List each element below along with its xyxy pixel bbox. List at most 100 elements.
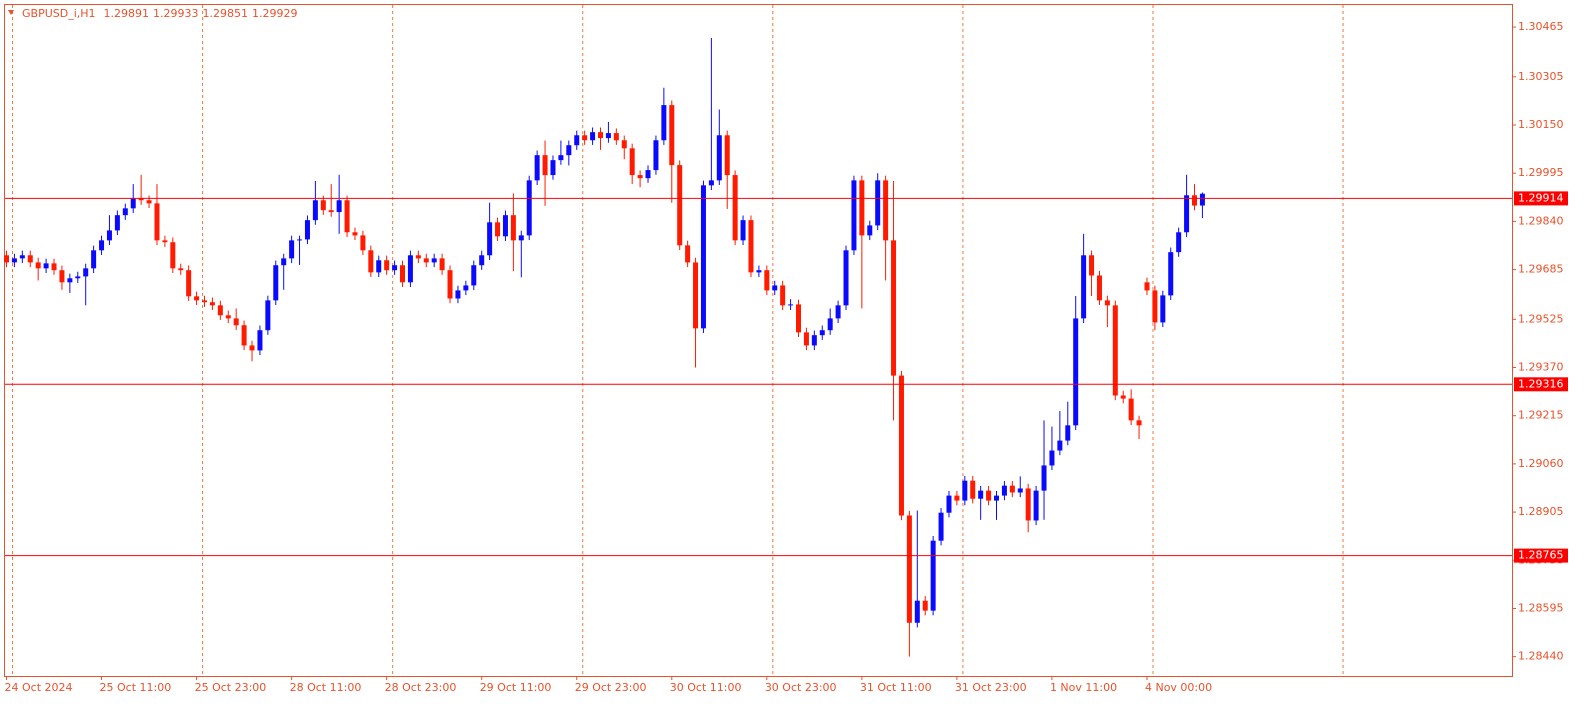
candle-body [891,240,897,376]
candle-body [202,300,207,303]
candle-body [637,175,643,179]
candle-body [764,270,770,291]
candle-body [598,132,603,139]
candle-body [1152,290,1158,323]
candle-body [883,180,889,241]
candle-body [1073,318,1079,426]
y-tick-label: 1.29370 [1518,361,1564,374]
candle-body [99,240,105,251]
time-axis: 24 Oct 2024 25 Oct 11:00 25 Oct 23:00 28 Oc… [5,676,1212,694]
candle-body [178,268,184,271]
candle-body [1192,195,1197,206]
candle-body [423,258,429,263]
bid-line-label-box [1514,191,1568,206]
x-tick-label: 4 Nov 00:00 [1145,681,1212,694]
candle-body [59,270,65,283]
candle-body [740,220,746,241]
candle-body [186,270,192,297]
candle-body [194,296,200,301]
candle-body [1065,425,1071,441]
candle-body [1104,300,1110,306]
candle-body [970,480,976,499]
candle-body [1112,305,1118,396]
candle-body [1049,450,1055,466]
last-high: 1.29933 [153,7,199,20]
candle-body [368,250,374,273]
candle-body [803,332,809,346]
y-tick-label: 1.30305 [1518,70,1564,83]
grid [12,5,1344,675]
level-line-label: 1.28765 [1518,549,1564,562]
x-tick-label: 29 Oct 11:00 [480,681,552,694]
candle-body [590,132,596,141]
candle-body [732,175,738,241]
candle-body [289,240,295,259]
candle-body [653,140,659,171]
candle-body [1089,255,1095,276]
candle-body [526,180,532,236]
y-tick-label: 1.29060 [1518,457,1564,470]
candle-body [780,285,786,306]
candle-body [241,325,247,346]
level-line-label-box [1514,377,1568,392]
candle-body [4,255,9,263]
candle-body [455,290,461,299]
candle-body [336,200,342,213]
candle-body [51,263,57,271]
x-tick-label: 30 Oct 23:00 [765,681,837,694]
candle-body [1136,420,1142,426]
candle-body [875,180,881,226]
candle-body [1144,282,1150,291]
candle-body [360,235,366,251]
candle-body [994,495,999,501]
candle-body [122,208,128,216]
candle-body [352,232,358,236]
candle-body [43,263,49,269]
candle-body [978,490,984,499]
candle-body [257,330,263,351]
candle-body [510,215,516,241]
candle-body [708,180,714,186]
candle-body [225,315,231,319]
candle-body [344,200,350,233]
candle-body [1001,485,1007,496]
candle-body [83,268,89,277]
candle-body [479,255,485,266]
y-tick-label: 1.30150 [1518,118,1564,131]
y-tick-label: 1.29525 [1518,312,1564,325]
plot-frame [4,4,1513,677]
x-tick-label: 28 Oct 23:00 [385,681,457,694]
candle-body [1120,395,1126,399]
candle-body [114,215,120,231]
symbol: GBPUSD_i,H1 [22,7,96,20]
candle-body [716,135,722,181]
candle-body [851,180,857,251]
candle-body [693,262,699,329]
candle-body [162,240,168,243]
candles [4,37,1205,657]
x-tick-label: 31 Oct 23:00 [955,681,1027,694]
last-close: 1.29929 [252,7,298,20]
x-tick-label: 30 Oct 11:00 [670,681,742,694]
candle-body [154,203,160,241]
candle-body [1041,465,1047,491]
price-levels: 1.29316 1.28765 1.29914 [5,191,1568,563]
candle-body [835,305,841,319]
candle-body [1096,275,1102,301]
candle-body [392,265,398,271]
candle-body [796,304,801,333]
candle-body [67,278,73,283]
chart-header: GBPUSD_i,H1 1.29891 1.29933 1.29851 1.29929 [22,7,298,20]
candle-body [407,255,413,283]
candle-body [867,225,873,236]
candle-body [281,258,287,266]
candle-body [986,490,992,501]
candle-body [677,165,683,246]
candle-body [487,222,493,256]
candle-body [645,170,651,179]
candle-body [1017,488,1023,493]
symbol-arrow [8,10,14,15]
y-tick-label: 1.30465 [1518,20,1564,33]
